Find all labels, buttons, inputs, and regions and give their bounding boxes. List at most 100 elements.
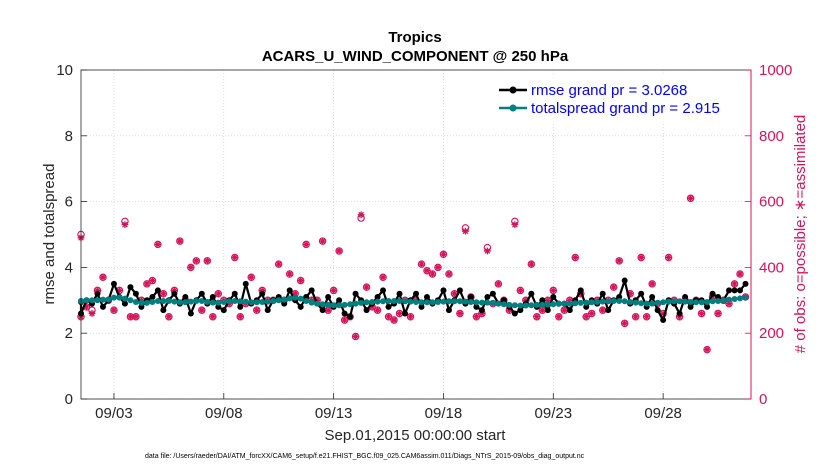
rmse-marker [264, 307, 271, 314]
obs-assimilated-marker [231, 254, 239, 261]
rmse-marker [220, 307, 227, 314]
obs-assimilated-marker [714, 310, 722, 317]
totalspread-marker [429, 299, 436, 306]
totalspread-marker [352, 300, 359, 307]
totalspread-marker [231, 297, 238, 304]
totalspread-marker [116, 294, 123, 301]
obs-assimilated-marker [440, 250, 447, 258]
rmse-marker [308, 287, 315, 294]
totalspread-marker [577, 299, 584, 306]
totalspread-marker [594, 298, 601, 305]
rmse-marker [132, 290, 139, 297]
rmse-marker [231, 290, 238, 297]
x-tick-label: 09/08 [205, 405, 243, 422]
totalspread-marker [176, 299, 183, 306]
obs-assimilated-marker [731, 280, 738, 288]
totalspread-marker [198, 297, 205, 304]
obs-assimilated-marker [374, 306, 381, 314]
totalspread-marker [165, 297, 172, 304]
obs-assimilated-marker [88, 310, 96, 317]
totalspread-marker [583, 299, 590, 306]
totalspread-marker [248, 299, 255, 306]
totalspread-marker [566, 300, 573, 307]
obs-assimilated-marker [473, 313, 480, 321]
chart-titles: Tropics ACARS_U_WIND_COMPONENT @ 250 hPa [262, 29, 569, 65]
rmse-marker [336, 297, 343, 304]
obs-assimilated-marker [253, 306, 261, 314]
obs-assimilated-marker [566, 296, 574, 304]
totalspread-marker [143, 299, 150, 306]
totalspread-marker [506, 301, 513, 308]
rmse-marker [171, 290, 178, 297]
obs-assimilated-marker [330, 287, 338, 294]
totalspread-marker [281, 296, 288, 303]
obs-assimilated-marker [297, 277, 305, 284]
axis-ticks: 0 2 4 6 8 10 0 200 400 600 800 1000 09/03 09/08 09/13 0… [56, 62, 792, 422]
rmse-marker [731, 287, 738, 294]
totalspread-marker [127, 297, 134, 304]
obs-assimilated-marker [368, 303, 376, 311]
totalspread-marker [588, 299, 595, 306]
obs-assimilated-marker [214, 290, 222, 298]
obs-assimilated-marker [418, 260, 425, 268]
totalspread-marker [418, 299, 425, 306]
totalspread-marker [478, 299, 485, 306]
totalspread-marker [402, 298, 409, 305]
rmse-marker [467, 294, 474, 301]
obs-assimilated-marker [527, 260, 535, 268]
rmse-marker [599, 290, 606, 297]
rmse-marker [237, 303, 244, 310]
totalspread-marker [88, 297, 95, 304]
totalspread-marker [297, 295, 304, 302]
obs-assimilated-marker [709, 293, 716, 301]
rmse-marker [517, 307, 524, 314]
totalspread-marker [451, 298, 458, 305]
totalspread-marker [204, 298, 211, 305]
obs-assimilated-marker [159, 290, 167, 298]
totalspread-marker [522, 302, 529, 309]
rmse-marker [423, 294, 430, 301]
totalspread-marker [138, 299, 145, 306]
rmse-marker [209, 294, 216, 301]
totalspread-marker [303, 297, 310, 304]
totalspread-marker [385, 297, 392, 304]
y-tick-label-right: 400 [759, 259, 784, 276]
rmse-marker [418, 303, 425, 310]
rmse-marker [704, 303, 711, 310]
rmse-marker [380, 287, 387, 294]
totalspread-marker [555, 300, 562, 307]
totalspread-marker [380, 298, 387, 305]
obs-assimilated-marker [154, 240, 162, 248]
rmse-marker [127, 284, 134, 291]
totalspread-marker [242, 298, 249, 305]
rmse-marker [94, 290, 101, 297]
obs-assimilated-marker [187, 264, 195, 271]
totalspread-marker [99, 296, 106, 303]
rmse-marker [484, 294, 491, 301]
obs-assimilated-marker [110, 306, 118, 314]
totalspread-marker [473, 299, 480, 306]
obs-assimilated-marker [132, 313, 140, 321]
totalspread-marker [698, 299, 705, 306]
totalspread-marker [605, 298, 612, 305]
obs-assimilated-marker [571, 254, 579, 261]
obs-assimilated-marker [494, 280, 502, 288]
totalspread-marker [511, 302, 518, 309]
obs-assimilated-marker [698, 310, 705, 317]
rmse-marker [621, 277, 628, 284]
rmse-marker [456, 287, 463, 294]
totalspread-marker [286, 295, 293, 302]
obs-assimilated-marker [209, 313, 217, 321]
obs-assimilated-marker [379, 273, 387, 281]
obs-assimilated-marker [170, 287, 178, 294]
obs-assimilated-marker [626, 290, 634, 298]
rmse-marker [654, 307, 661, 314]
totalspread-marker [308, 299, 315, 306]
rmse-marker [566, 307, 573, 314]
obs-assimilated-marker [599, 306, 607, 314]
obs-assimilated-marker [286, 270, 294, 278]
legend-box [489, 74, 746, 122]
rmse-marker [374, 294, 381, 301]
totalspread-marker [572, 300, 579, 307]
rmse-marker [539, 297, 546, 304]
